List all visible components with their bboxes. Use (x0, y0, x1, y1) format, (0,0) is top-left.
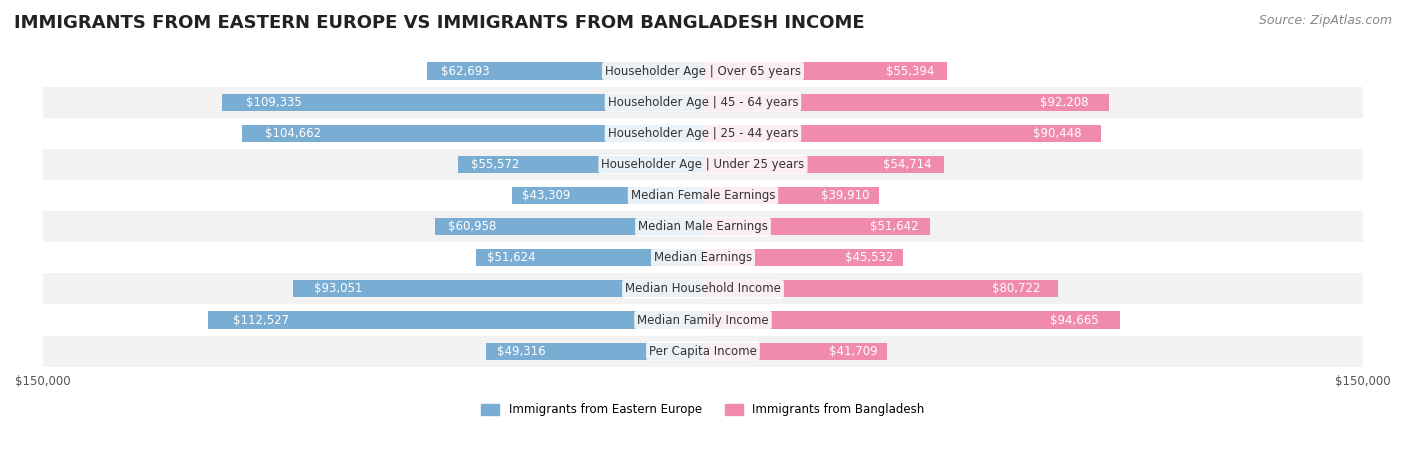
Text: $43,309: $43,309 (522, 189, 571, 202)
Bar (703, 280, 1059, 297)
Bar (703, 63, 946, 79)
Text: $94,665: $94,665 (1050, 313, 1099, 326)
Text: Median Family Income: Median Family Income (637, 313, 769, 326)
Legend: Immigrants from Eastern Europe, Immigrants from Bangladesh: Immigrants from Eastern Europe, Immigran… (477, 399, 929, 421)
Bar (42, 211, 1364, 242)
Bar (512, 187, 703, 204)
Text: $60,958: $60,958 (449, 220, 496, 233)
Text: Householder Age | 25 - 44 years: Householder Age | 25 - 44 years (607, 127, 799, 140)
Bar (427, 63, 703, 79)
Text: $62,693: $62,693 (441, 64, 489, 78)
Bar (42, 336, 1364, 367)
Text: $104,662: $104,662 (266, 127, 322, 140)
Bar (42, 242, 1364, 273)
Text: $109,335: $109,335 (246, 96, 302, 109)
Bar (42, 304, 1364, 336)
Text: $80,722: $80,722 (993, 283, 1040, 296)
Text: Householder Age | 45 - 64 years: Householder Age | 45 - 64 years (607, 96, 799, 109)
Bar (222, 93, 703, 111)
Bar (703, 93, 1109, 111)
Text: IMMIGRANTS FROM EASTERN EUROPE VS IMMIGRANTS FROM BANGLADESH INCOME: IMMIGRANTS FROM EASTERN EUROPE VS IMMIGR… (14, 14, 865, 32)
Bar (434, 218, 703, 235)
Bar (42, 273, 1364, 304)
Text: Householder Age | Under 25 years: Householder Age | Under 25 years (602, 158, 804, 171)
Bar (42, 86, 1364, 118)
Bar (703, 311, 1119, 329)
Bar (42, 180, 1364, 211)
Bar (486, 343, 703, 360)
Bar (208, 311, 703, 329)
Text: Median Earnings: Median Earnings (654, 251, 752, 264)
Bar (42, 56, 1364, 86)
Text: Median Household Income: Median Household Income (626, 283, 780, 296)
Bar (42, 118, 1364, 149)
Text: $45,532: $45,532 (845, 251, 893, 264)
Text: Source: ZipAtlas.com: Source: ZipAtlas.com (1258, 14, 1392, 27)
Text: $55,394: $55,394 (886, 64, 935, 78)
Text: $54,714: $54,714 (883, 158, 932, 171)
Bar (458, 156, 703, 173)
Bar (703, 249, 904, 266)
Text: $51,642: $51,642 (870, 220, 920, 233)
Bar (703, 218, 931, 235)
Text: Median Male Earnings: Median Male Earnings (638, 220, 768, 233)
Bar (42, 149, 1364, 180)
Text: $51,624: $51,624 (486, 251, 536, 264)
Text: $55,572: $55,572 (471, 158, 519, 171)
Bar (703, 156, 943, 173)
Text: $41,709: $41,709 (828, 345, 877, 358)
Bar (703, 125, 1101, 142)
Text: $92,208: $92,208 (1040, 96, 1088, 109)
Bar (703, 187, 879, 204)
Text: Householder Age | Over 65 years: Householder Age | Over 65 years (605, 64, 801, 78)
Text: $112,527: $112,527 (232, 313, 288, 326)
Bar (703, 343, 887, 360)
Text: Per Capita Income: Per Capita Income (650, 345, 756, 358)
Text: $39,910: $39,910 (821, 189, 870, 202)
Bar (242, 125, 703, 142)
Bar (294, 280, 703, 297)
Text: $49,316: $49,316 (496, 345, 546, 358)
Text: $90,448: $90,448 (1032, 127, 1081, 140)
Text: Median Female Earnings: Median Female Earnings (631, 189, 775, 202)
Bar (475, 249, 703, 266)
Text: $93,051: $93,051 (314, 283, 363, 296)
